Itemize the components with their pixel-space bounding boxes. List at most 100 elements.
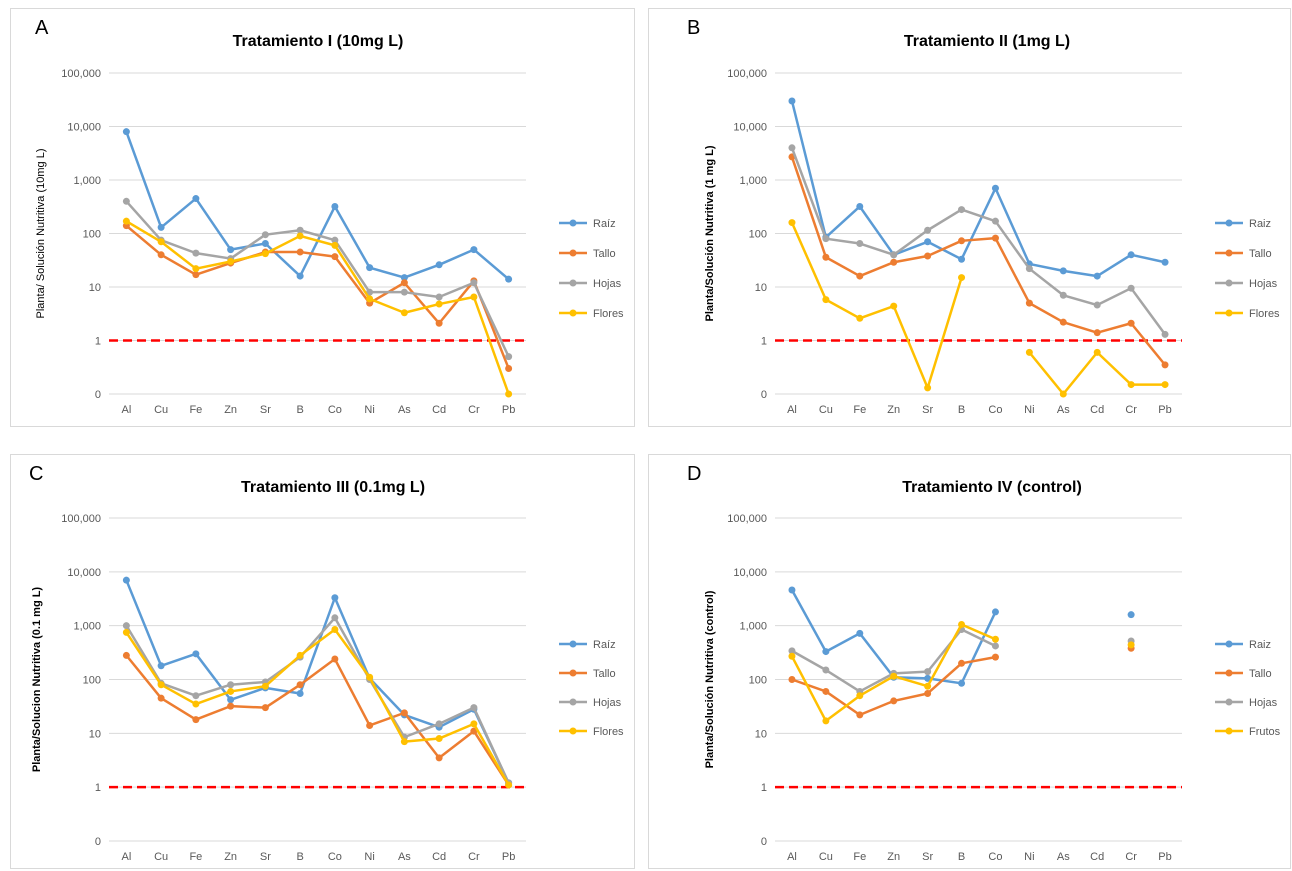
legend-swatch-marker (569, 640, 577, 648)
x-tick-label: Fe (853, 404, 866, 416)
data-point (788, 586, 796, 594)
data-point (958, 621, 966, 629)
data-point (435, 319, 443, 327)
x-tick-label: Zn (887, 851, 900, 863)
x-tick-label: As (398, 404, 411, 416)
legend-label: Flores (593, 308, 624, 320)
x-tick-label: Cd (1090, 851, 1104, 863)
data-point (435, 300, 443, 308)
data-point (890, 697, 898, 705)
data-point (890, 258, 898, 266)
data-point (1127, 284, 1135, 292)
data-point (122, 217, 130, 225)
series-line (790, 156, 1167, 366)
data-point (157, 251, 165, 259)
data-point (1059, 267, 1067, 275)
data-point (1127, 319, 1135, 327)
chart-panel-c: C 0 1 10 100 1,000 10,000 100,000 Al Cu Fe Zn Sr B Co… (10, 454, 635, 869)
data-point (822, 648, 830, 656)
x-tick-label: As (398, 851, 411, 863)
y-tick-label: 10,000 (67, 567, 101, 579)
y-tick-label: 1,000 (739, 621, 767, 633)
data-point (227, 702, 235, 710)
data-point (366, 673, 374, 681)
data-point (227, 696, 235, 704)
series-raíz (122, 128, 513, 283)
data-point (924, 689, 932, 697)
data-point (1161, 381, 1169, 389)
data-point (822, 717, 830, 725)
data-point (788, 676, 796, 683)
legend-label: Raiz (1249, 218, 1271, 230)
y-tick-label: 0 (95, 389, 101, 401)
data-point (856, 272, 864, 280)
data-point (991, 653, 999, 661)
data-point (470, 293, 478, 301)
series-line (125, 200, 510, 358)
series-hojas (122, 614, 513, 787)
data-point (958, 237, 966, 245)
data-point (856, 240, 864, 248)
data-point (331, 614, 339, 622)
y-tick-label: 100 (749, 229, 767, 241)
data-point (227, 257, 235, 265)
legend-label: Hojas (1249, 278, 1278, 290)
legend-item: Raíz (559, 218, 616, 230)
data-point (1059, 390, 1067, 398)
series-line (125, 654, 510, 786)
data-point (991, 217, 999, 225)
legend-label: Flores (593, 726, 624, 738)
y-axis-label: Planta/Solucion Nutritiva (0.1 mg L) (31, 587, 43, 773)
data-point (505, 781, 513, 789)
chart-b-svg: 0 1 10 100 1,000 10,000 100,000 Al Cu Fe Zn Sr B Co Ni… (704, 33, 1280, 416)
x-tick-label: Sr (260, 851, 271, 863)
data-point (366, 264, 374, 272)
data-point (192, 650, 200, 658)
data-point (157, 662, 165, 670)
data-point (991, 608, 999, 616)
data-point (958, 659, 966, 667)
chart-a-svg: 0 1 10 100 1,000 10,000 100,000 Al Cu Fe Zn Sr B Co Ni… (35, 33, 624, 416)
data-point (890, 302, 898, 310)
x-tick-label: Ni (1024, 404, 1034, 416)
data-point (822, 666, 830, 674)
series-flores (122, 217, 513, 398)
legend-label: Raíz (593, 218, 616, 230)
legend-item: Flores (1215, 308, 1280, 320)
data-point (157, 694, 165, 702)
x-tick-label: Zn (887, 404, 900, 416)
data-point (331, 625, 339, 633)
data-point (331, 202, 339, 210)
legend-label: Tallo (1249, 668, 1272, 680)
data-point (505, 275, 513, 283)
chart-d-svg: 0 1 10 100 1,000 10,000 100,000 Al Cu Fe Zn Sr B Co Ni… (704, 479, 1281, 863)
data-point (822, 296, 830, 304)
legend-item: Frutos (1215, 726, 1281, 738)
legend-swatch-marker (1225, 279, 1233, 287)
data-point (1025, 348, 1033, 356)
data-point (261, 682, 269, 690)
x-tick-label: Ni (364, 851, 374, 863)
x-tick-label: Ni (364, 404, 374, 416)
x-tick-label: B (296, 851, 303, 863)
data-point (856, 711, 864, 719)
data-point (924, 668, 932, 676)
data-point (296, 232, 304, 240)
chart-title: Tratamiento IV (control) (902, 479, 1082, 496)
data-point (296, 651, 304, 659)
x-tick-label: Cu (819, 404, 833, 416)
data-point (856, 314, 864, 322)
data-point (788, 219, 796, 227)
legend-item: Hojas (1215, 278, 1278, 290)
legend-label: Hojas (593, 278, 622, 290)
y-axis-label: Planta/Solución Nutritiva (control) (704, 590, 716, 768)
x-tick-label: Cr (468, 851, 480, 863)
data-point (296, 226, 304, 234)
data-point (924, 238, 932, 246)
x-tick-label: Al (121, 404, 131, 416)
data-point (991, 635, 999, 643)
legend-swatch-marker (569, 727, 577, 735)
data-point (856, 202, 864, 210)
legend-swatch-marker (1225, 249, 1233, 257)
series-line (125, 579, 510, 784)
